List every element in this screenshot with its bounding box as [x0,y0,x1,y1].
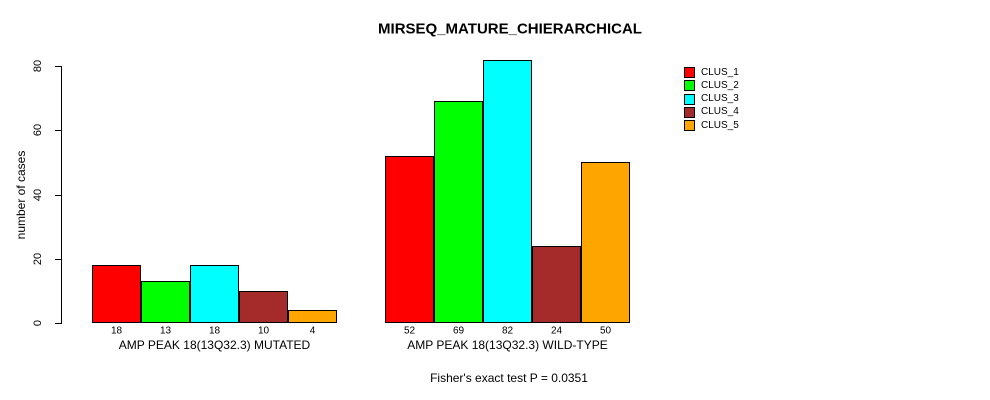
legend-item: CLUS_4 [684,106,739,119]
legend-item-label: CLUS_2 [701,79,739,91]
legend: CLUS_1 CLUS_2 CLUS_3 CLUS_4 CLUS_5 [684,66,739,132]
bar-value-label: 52 [403,325,416,337]
y-tick-mark [55,323,61,324]
bar [434,101,483,323]
bar-value-label: 50 [599,325,612,337]
bar [483,59,532,323]
bar-value-label: 82 [501,325,514,337]
legend-item-label: CLUS_5 [701,119,739,131]
legend-item-label: CLUS_4 [701,106,739,118]
y-tick-mark [55,66,61,67]
y-axis-label: number of cases [14,150,28,240]
legend-item: CLUS_3 [684,93,739,106]
y-tick-label: 20 [32,252,44,265]
y-tick-mark [55,130,61,132]
bar-value-label: 24 [550,325,563,337]
y-tick-label: 80 [32,59,44,73]
legend-color-swatch [684,67,695,79]
legend-color-swatch [684,106,695,118]
y-tick-label: 40 [32,188,44,201]
legend-item: CLUS_2 [684,79,739,92]
chart-title: MIRSEQ_MATURE_CHIERARCHICAL [378,20,642,38]
legend-color-swatch [684,80,695,92]
bar-value-label: 10 [257,325,270,337]
bar-value-label: 18 [208,325,221,337]
y-tick-label: 60 [32,124,44,137]
y-tick-mark [55,258,61,260]
bar [239,290,288,323]
bar [92,265,141,323]
bar [190,265,239,323]
bar-value-label: 13 [159,325,172,337]
legend-item: CLUS_5 [684,119,739,132]
legend-color-swatch [684,120,695,132]
legend-item-label: CLUS_1 [701,66,739,78]
bar [288,310,337,323]
x-category-label: AMP PEAK 18(13Q32.3) MUTATED [118,338,311,352]
bar-value-label: 18 [110,325,123,337]
y-tick-mark [55,194,61,196]
x-category-label: AMP PEAK 18(13Q32.3) WILD-TYPE [407,338,608,352]
y-axis [61,66,62,324]
y-tick-label: 0 [32,319,44,327]
bar [141,281,190,323]
bar-value-label: 4 [309,325,316,337]
footer-note: Fisher's exact test P = 0.0351 [430,371,588,385]
bar [385,155,434,323]
bar-value-label: 69 [452,325,465,337]
legend-color-swatch [684,93,695,105]
legend-item-label: CLUS_3 [701,93,739,105]
bar [581,162,630,323]
legend-item: CLUS_1 [684,66,739,79]
bar [532,245,581,323]
